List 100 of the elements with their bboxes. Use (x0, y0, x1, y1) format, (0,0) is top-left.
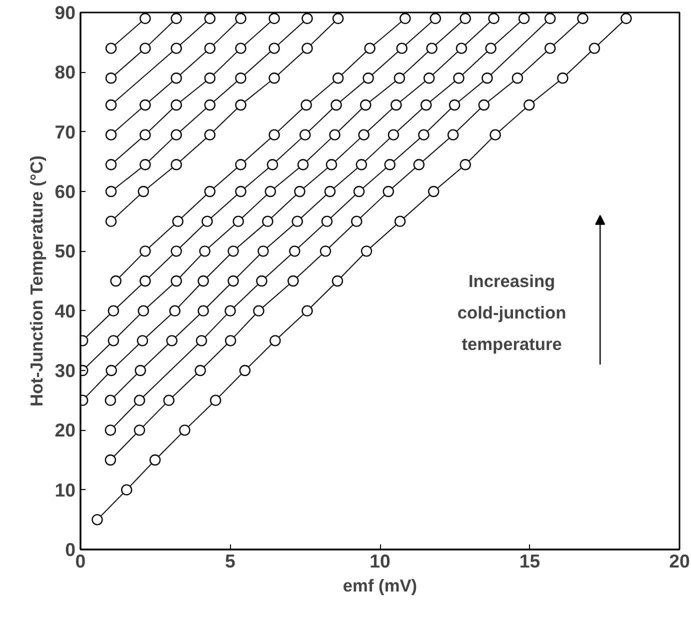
point (490, 129, 501, 140)
point (163, 394, 174, 406)
point (253, 305, 264, 316)
point (170, 275, 182, 287)
point (544, 12, 556, 24)
point (326, 159, 338, 170)
point (268, 72, 280, 84)
point (204, 99, 216, 111)
point (110, 275, 122, 287)
point (332, 72, 344, 84)
point (460, 159, 471, 170)
x-tick-label: 20 (669, 550, 690, 572)
y-tick-label: 20 (54, 420, 76, 441)
point (235, 186, 246, 198)
point (235, 159, 246, 170)
point (235, 72, 246, 84)
point (232, 216, 244, 227)
point (108, 305, 120, 316)
point (134, 364, 146, 376)
y-tick-label: 90 (54, 2, 76, 23)
point (140, 42, 151, 54)
point (204, 12, 216, 24)
point (140, 99, 151, 111)
point (140, 275, 151, 287)
point (105, 72, 117, 84)
point (297, 159, 309, 170)
point (330, 99, 342, 111)
point (324, 186, 336, 198)
point (140, 12, 151, 24)
point (204, 129, 216, 140)
point (138, 186, 149, 198)
point (170, 72, 182, 84)
point (353, 186, 365, 198)
point (170, 99, 182, 111)
point (202, 216, 213, 227)
point (198, 305, 209, 316)
point (204, 186, 216, 198)
point (198, 275, 209, 287)
point (588, 42, 600, 54)
point (256, 275, 268, 287)
point (394, 216, 406, 227)
point (172, 216, 184, 227)
point (485, 42, 496, 54)
point (108, 335, 120, 346)
point (420, 99, 432, 111)
point (199, 246, 210, 257)
x-axis-title: emf (mV) (342, 576, 418, 596)
point (136, 335, 148, 346)
point (104, 454, 116, 466)
point (620, 12, 632, 24)
point (170, 42, 182, 54)
point (258, 246, 269, 257)
point (268, 129, 280, 140)
point (105, 186, 117, 198)
point (544, 42, 556, 54)
point (105, 99, 117, 111)
point (134, 394, 146, 406)
point (413, 159, 425, 170)
point (302, 305, 313, 316)
x-tick-label: 5 (225, 550, 236, 572)
point (134, 424, 146, 436)
point (169, 305, 180, 316)
point (228, 246, 239, 257)
point (204, 72, 216, 84)
y-tick-label: 60 (54, 181, 76, 202)
point (396, 42, 408, 54)
point (121, 484, 132, 496)
y-axis-title: Hot-Junction Temperature (°C) (26, 155, 47, 407)
point (140, 159, 151, 170)
point (447, 129, 459, 140)
point (356, 159, 368, 170)
y-tick-label: 30 (54, 360, 76, 381)
point (577, 12, 588, 24)
point (264, 186, 276, 198)
point (488, 12, 500, 24)
point (358, 129, 370, 140)
point (268, 42, 280, 54)
point (557, 72, 568, 84)
y-tick-label: 70 (54, 121, 76, 142)
point (332, 275, 344, 287)
point (351, 216, 362, 227)
point (388, 129, 400, 140)
point (288, 275, 299, 287)
point (104, 394, 116, 406)
point (430, 12, 442, 24)
point (224, 305, 236, 316)
point (460, 12, 471, 24)
point (300, 99, 312, 111)
point (270, 335, 281, 346)
point (105, 42, 117, 54)
point (138, 305, 149, 316)
point (104, 424, 116, 436)
point (321, 216, 333, 227)
point (482, 72, 493, 84)
x-tick-label: 10 (370, 550, 390, 572)
point (196, 335, 208, 346)
point (194, 364, 206, 376)
point (235, 99, 246, 111)
point (170, 12, 182, 24)
point (268, 12, 280, 24)
